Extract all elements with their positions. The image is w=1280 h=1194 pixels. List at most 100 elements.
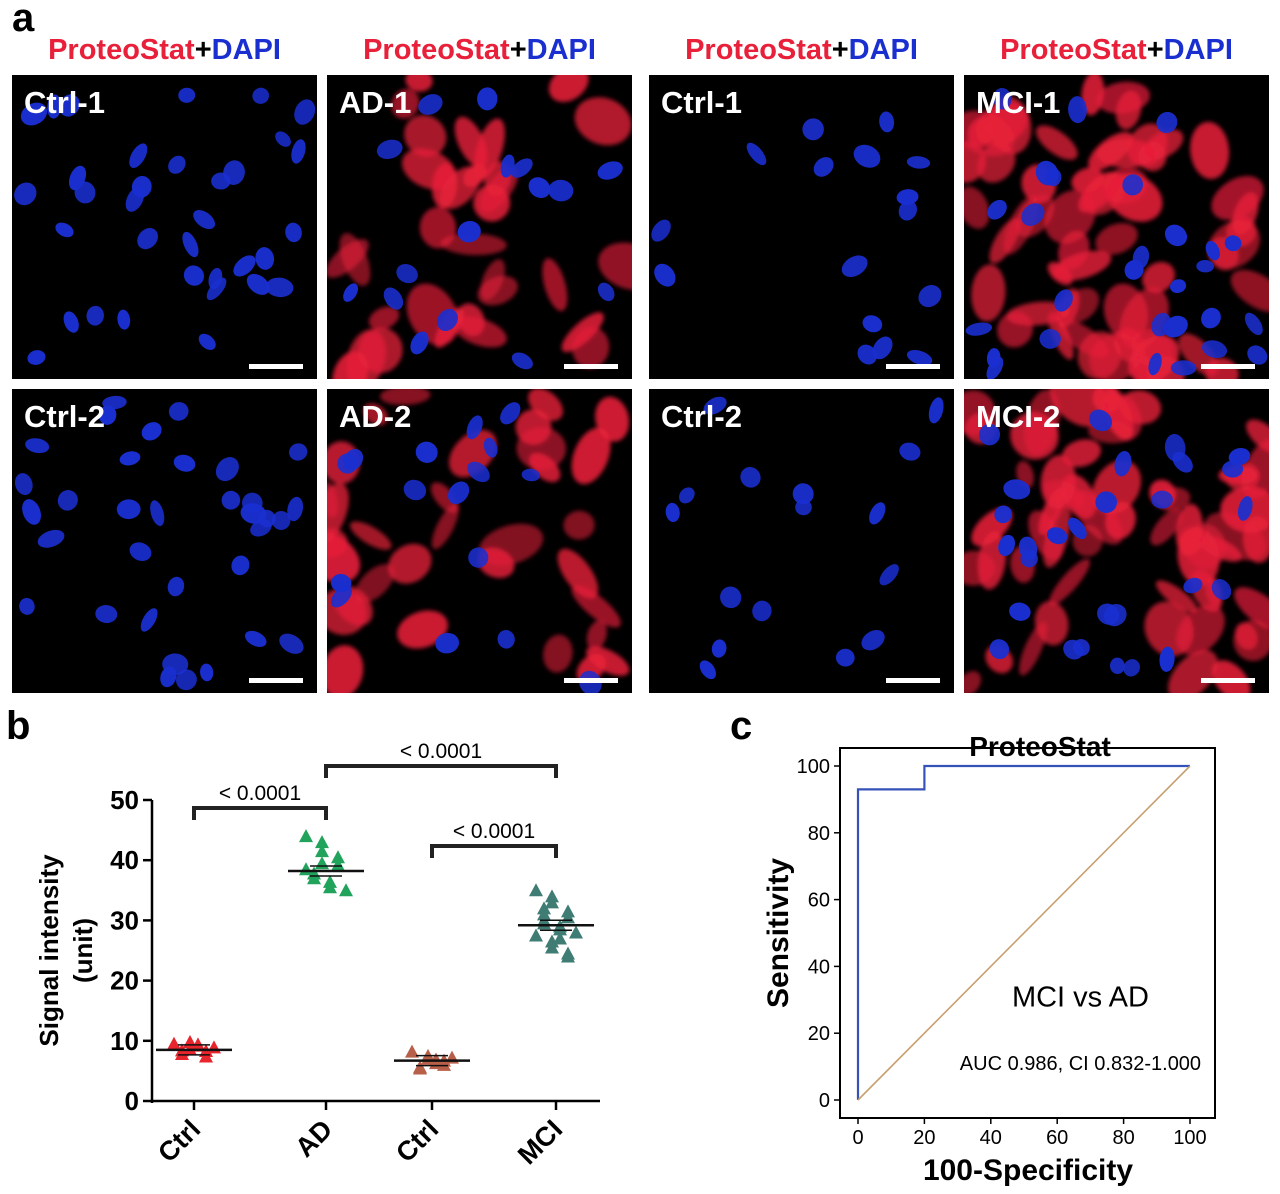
nucleus bbox=[752, 600, 772, 622]
x-tick-label: MCI bbox=[512, 1114, 568, 1170]
header-blue-text: DAPI bbox=[526, 34, 596, 66]
x-axis-label: 100-Specificity bbox=[923, 1154, 1133, 1187]
nuclei bbox=[979, 409, 1253, 677]
nucleus bbox=[198, 333, 216, 350]
nucleus bbox=[200, 663, 214, 682]
nucleus bbox=[1201, 307, 1221, 329]
nucleus bbox=[140, 608, 158, 632]
cytoplasm-signal bbox=[574, 97, 632, 146]
nucleus bbox=[869, 502, 886, 525]
nucleus bbox=[1151, 490, 1173, 509]
cytoplasm-signal bbox=[404, 115, 447, 157]
cytoplasm-signal bbox=[391, 88, 420, 119]
nucleus bbox=[95, 605, 118, 624]
nucleus bbox=[1095, 491, 1118, 514]
cytoplasm-signal bbox=[571, 427, 611, 485]
cytoplasm-signal bbox=[1006, 301, 1071, 326]
nucleus bbox=[1068, 517, 1087, 540]
cytoplasm-signal bbox=[586, 620, 607, 651]
nucleus bbox=[435, 632, 460, 654]
cytoplasm-signal bbox=[988, 96, 1032, 155]
reference-diagonal-line bbox=[857, 765, 1191, 1101]
data-point bbox=[413, 1061, 427, 1075]
nucleus bbox=[193, 210, 216, 230]
cytoplasm-signal bbox=[1088, 332, 1141, 379]
nucleus bbox=[986, 348, 1001, 368]
nucleus bbox=[160, 666, 177, 688]
nucleus bbox=[271, 510, 291, 531]
scale-bar bbox=[886, 678, 940, 683]
cytoplasm-signal bbox=[349, 521, 392, 550]
nucleus bbox=[466, 415, 483, 440]
proteostat-signal bbox=[327, 389, 630, 693]
micrograph-image bbox=[327, 389, 630, 693]
cytoplasm-signal bbox=[397, 610, 448, 649]
micrograph-ad-1: AD-1 bbox=[327, 75, 632, 379]
nucleus bbox=[989, 639, 1010, 660]
nucleus bbox=[511, 158, 533, 178]
nucleus bbox=[1163, 315, 1188, 338]
nucleus bbox=[1123, 659, 1141, 677]
micrograph-label: AD-2 bbox=[339, 399, 412, 434]
nucleus bbox=[1148, 352, 1162, 376]
nucleus bbox=[918, 285, 942, 308]
cytoplasm-signal bbox=[1119, 390, 1162, 425]
data-point bbox=[339, 883, 353, 897]
cytoplasm-signal bbox=[542, 258, 568, 312]
nucleus bbox=[418, 94, 443, 115]
nucleus bbox=[1009, 602, 1031, 621]
micrograph-mci-2: MCI-2 bbox=[964, 389, 1269, 693]
cytoplasm-signal bbox=[964, 186, 990, 229]
data-point bbox=[299, 862, 313, 876]
y-tick-label: 50 bbox=[110, 785, 139, 815]
nucleus bbox=[14, 473, 33, 496]
nucleus bbox=[994, 505, 1012, 524]
y-axis-label: Sensitivity bbox=[762, 858, 795, 1008]
nucleus bbox=[223, 160, 245, 185]
scale-bar bbox=[1201, 678, 1255, 683]
nucleus bbox=[802, 118, 824, 141]
y-tick-label: 30 bbox=[110, 905, 139, 935]
data-point bbox=[561, 949, 575, 963]
nucleus bbox=[1046, 527, 1068, 545]
data-point bbox=[537, 901, 551, 915]
micrograph-image bbox=[665, 396, 944, 680]
panel-label-c: c bbox=[730, 704, 753, 748]
x-tick-label: AD bbox=[289, 1114, 338, 1163]
cytoplasm-signal bbox=[388, 543, 432, 584]
micrograph-label: Ctrl-1 bbox=[24, 85, 105, 120]
nucleus bbox=[740, 466, 761, 488]
data-point bbox=[545, 895, 559, 909]
nucleus bbox=[183, 265, 205, 286]
nucleus bbox=[141, 422, 162, 441]
cytoplasm-signal bbox=[327, 588, 367, 635]
nucleus bbox=[178, 87, 196, 103]
nucleus bbox=[979, 423, 1001, 446]
nucleus bbox=[37, 529, 65, 548]
nucleus bbox=[857, 344, 877, 365]
nucleus bbox=[167, 576, 185, 597]
cytoplasm-signal bbox=[1232, 192, 1259, 235]
cytoplasm-signal bbox=[1103, 283, 1149, 341]
cytoplasm-signal bbox=[548, 75, 589, 102]
nucleus bbox=[221, 490, 241, 510]
nucleus bbox=[872, 336, 893, 360]
nuclei bbox=[665, 396, 944, 680]
cytoplasm-signal bbox=[431, 503, 459, 550]
micrograph-image bbox=[327, 75, 632, 379]
cytoplasm-signal bbox=[964, 141, 986, 183]
cytoplasm-signal bbox=[1246, 419, 1269, 454]
nucleus bbox=[1063, 639, 1084, 660]
x-tick-label: 80 bbox=[1112, 1127, 1134, 1149]
roc-curve-chart: ProteoStat 0 20 40 60 80 100 0 20 40 60 80 100 100-Sp… bbox=[762, 731, 1216, 1187]
scale-bar bbox=[886, 364, 940, 369]
nucleus bbox=[1159, 646, 1175, 672]
nucleus bbox=[125, 186, 145, 212]
nucleus bbox=[275, 131, 291, 147]
nucleus bbox=[206, 277, 227, 301]
nucleus bbox=[679, 487, 695, 504]
nucleus bbox=[497, 629, 515, 649]
micrograph-image bbox=[14, 395, 308, 691]
nucleus bbox=[173, 454, 196, 472]
nucleus bbox=[330, 585, 353, 608]
